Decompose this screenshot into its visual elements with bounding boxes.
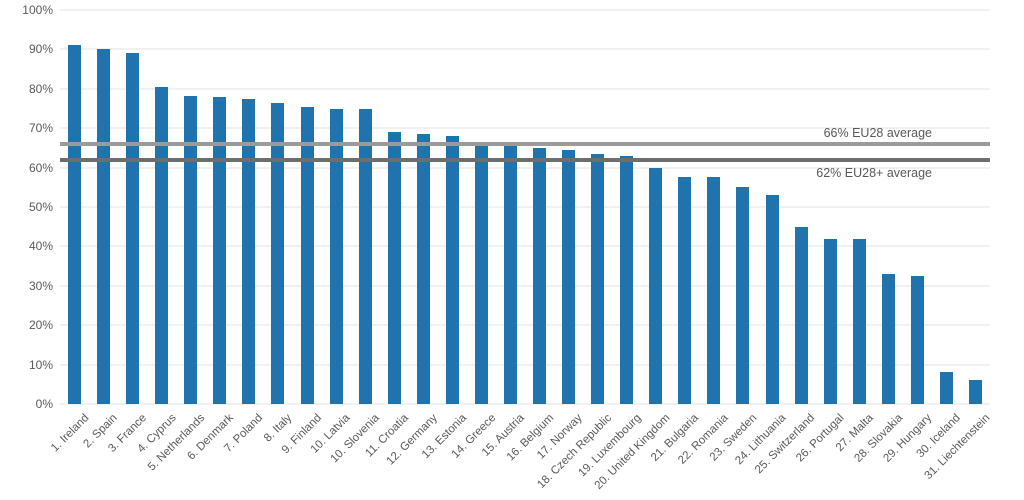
bar-czech-republic: [591, 153, 605, 404]
y-tick-label-20: 20%: [28, 318, 53, 333]
gridline-70: [60, 127, 990, 129]
bar-romania: [707, 177, 721, 404]
bar-slot-france: [118, 10, 147, 404]
bar-belgium: [533, 147, 547, 404]
gridline-20: [60, 324, 990, 326]
bar-slovakia: [881, 273, 895, 404]
bar-slovenia: [358, 108, 372, 404]
gridline-30: [60, 285, 990, 287]
y-tick-label-10: 10%: [28, 357, 53, 372]
y-tick-label-80: 80%: [28, 81, 53, 96]
bar-slot-denmark: [205, 10, 234, 404]
reference-line-62: [60, 157, 990, 162]
y-tick-label-30: 30%: [28, 278, 53, 293]
bar-croatia: [387, 132, 401, 404]
bar-united-kingdom: [649, 167, 663, 404]
bar-norway: [562, 149, 576, 404]
bar-portugal: [823, 238, 837, 404]
y-tick-label-50: 50%: [28, 200, 53, 214]
gridline-100: [60, 9, 990, 11]
bar-slot-bulgaria: [670, 10, 699, 404]
bar-slot-portugal: [816, 10, 845, 404]
bar-slot-hungary: [903, 10, 932, 404]
bar-slot-czech-republic: [583, 10, 612, 404]
bar-slot-slovenia: [351, 10, 380, 404]
bar-slot-spain: [89, 10, 118, 404]
bar-slot-united-kingdom: [641, 10, 670, 404]
reference-line-label-66: 66% EU28 average: [823, 125, 932, 140]
y-axis-labels: 0% 10% 20% 30% 40% 50% 60% 70% 80% 90% 100%: [0, 3, 53, 411]
bar-slot-romania: [699, 10, 728, 404]
bar-poland: [242, 98, 256, 404]
bar-slot-iceland: [932, 10, 961, 404]
bar-liechtenstein: [968, 380, 982, 404]
bar-slot-croatia: [380, 10, 409, 404]
bar-greece: [474, 143, 488, 404]
bar-slot-switzerland: [787, 10, 816, 404]
bar-slot-greece: [467, 10, 496, 404]
bar-slot-italy: [263, 10, 292, 404]
bar-cyprus: [155, 86, 169, 404]
bar-luxembourg: [620, 155, 634, 404]
bar-slot-norway: [554, 10, 583, 404]
y-tick-label-90: 90%: [28, 42, 53, 57]
plot-area: 66% EU28 average 62% EU28+ average: [60, 9, 990, 405]
gridline-90: [60, 48, 990, 50]
bar-slot-liechtenstein: [961, 10, 990, 404]
bar-spain: [97, 49, 111, 404]
reference-line-label-62: 62% EU28+ average: [816, 165, 932, 180]
bar-denmark: [213, 96, 227, 404]
bar-hungary: [910, 275, 924, 404]
y-tick-label-0: 0%: [35, 397, 53, 411]
y-tick-label-40: 40%: [28, 239, 53, 254]
gridline-60: [60, 167, 990, 169]
bar-finland: [300, 106, 314, 404]
y-tick-label-100: 100%: [22, 3, 53, 17]
gridline-80: [60, 88, 990, 90]
bar-slot-belgium: [525, 10, 554, 404]
x-tick-label-ireland: 1. Ireland: [48, 412, 92, 455]
bar-slot-latvia: [322, 10, 351, 404]
bar-austria: [503, 145, 517, 404]
bar-slot-germany: [409, 10, 438, 404]
bar-slot-austria: [496, 10, 525, 404]
bars: [60, 10, 990, 404]
gridline-0: [60, 403, 990, 405]
bar-latvia: [329, 108, 343, 404]
bar-slot-sweden: [728, 10, 757, 404]
bar-slot-cyprus: [147, 10, 176, 404]
bar-slot-lithuania: [758, 10, 787, 404]
bar-netherlands: [184, 95, 198, 404]
bar-slot-luxembourg: [612, 10, 641, 404]
bar-ireland: [68, 45, 82, 404]
bar-slot-estonia: [438, 10, 467, 404]
bar-bulgaria: [678, 177, 692, 404]
bar-germany: [416, 134, 430, 404]
bar-malta: [852, 238, 866, 404]
bar-slot-netherlands: [176, 10, 205, 404]
bar-france: [126, 53, 140, 404]
bar-italy: [271, 102, 285, 404]
bar-iceland: [939, 372, 953, 404]
bar-slot-poland: [234, 10, 263, 404]
bar-slot-slovakia: [874, 10, 903, 404]
y-tick-label-60: 60%: [28, 160, 53, 175]
reference-line-66: [60, 141, 990, 146]
bar-estonia: [445, 136, 459, 404]
x-axis-labels: 1. Ireland 2. Spain 3. France 4. Cyprus 5. N…: [49, 404, 992, 500]
bar-switzerland: [794, 226, 808, 404]
gridline-50: [60, 206, 990, 208]
bar-slot-finland: [293, 10, 322, 404]
bar-sweden: [736, 187, 750, 404]
bar-lithuania: [765, 195, 779, 404]
y-tick-label-70: 70%: [28, 121, 53, 136]
gridline-40: [60, 245, 990, 247]
bar-slot-malta: [845, 10, 874, 404]
gridline-10: [60, 364, 990, 366]
bar-slot-ireland: [60, 10, 89, 404]
